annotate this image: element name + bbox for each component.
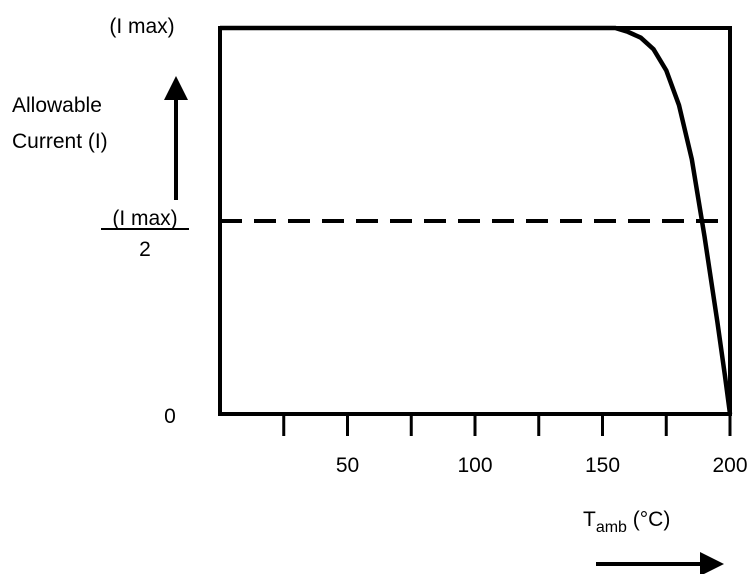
x-axis-ticks	[282, 414, 732, 436]
x-tick-label: 100	[457, 454, 492, 477]
allowable-current-curve	[220, 25, 733, 415]
x-axis-title-main: T	[583, 508, 596, 531]
y-label-max: (I max)	[109, 15, 174, 38]
x-axis-title-unit: (°C)	[627, 508, 670, 531]
y-label-half-numerator: (I max)	[112, 207, 177, 230]
x-axis-title-sub: amb	[596, 519, 627, 536]
x-axis-tick-labels: 50 100 150 200	[336, 454, 748, 477]
y-label-half-denominator: 2	[139, 238, 151, 261]
y-axis-title-line-2: Current (I)	[12, 130, 108, 153]
x-tick-label: 50	[336, 454, 359, 477]
y-label-zero: 0	[164, 405, 176, 428]
x-tick-label: 200	[712, 454, 747, 477]
x-axis-title: Tamb (°C)	[583, 508, 670, 536]
y-axis-title-line-1: Allowable	[12, 94, 102, 117]
x-tick-label: 150	[585, 454, 620, 477]
